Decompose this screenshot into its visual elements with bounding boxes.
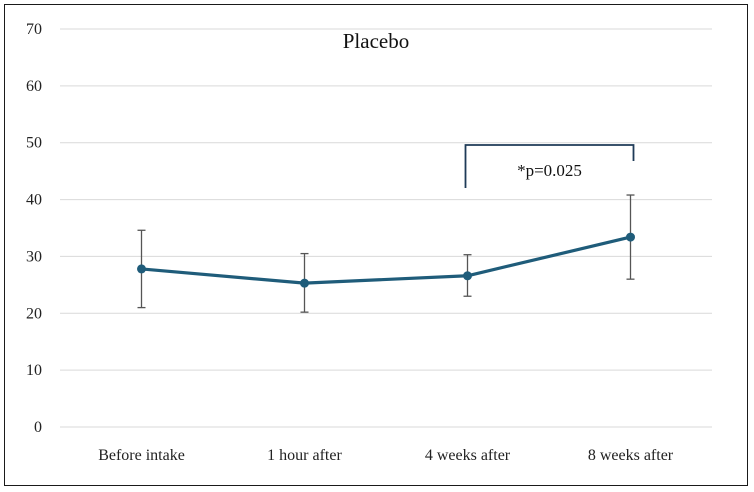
y-tick-label: 70 — [26, 21, 42, 38]
y-tick-label: 0 — [34, 419, 42, 436]
bracket-line — [464, 144, 635, 188]
data-point — [626, 232, 635, 242]
data-point — [137, 264, 146, 274]
y-tick-label: 20 — [26, 305, 42, 322]
y-tick-labels: 0 10 20 30 40 50 60 70 — [26, 21, 42, 436]
series-line-path — [139, 235, 633, 285]
x-tick-label: 4 weeks after — [425, 447, 511, 464]
p-value-label: *p=0.025 — [517, 161, 582, 180]
gridlines — [60, 28, 712, 428]
chart-title: Placebo — [343, 29, 409, 53]
y-tick-label: 50 — [26, 135, 42, 152]
y-tick-label: 40 — [26, 192, 42, 209]
x-tick-label: Before intake — [98, 447, 185, 464]
x-tick-label: 8 weeks after — [588, 447, 674, 464]
data-point — [463, 271, 472, 281]
data-point — [300, 278, 309, 288]
y-tick-label: 30 — [26, 248, 42, 265]
significance-bracket: *p=0.025 — [464, 144, 635, 188]
y-tick-label: 10 — [26, 362, 42, 379]
chart-frame — [4, 4, 748, 486]
series-line — [139, 235, 633, 285]
y-tick-label: 60 — [26, 78, 42, 95]
x-tick-label: 1 hour after — [267, 447, 342, 464]
data-points — [137, 232, 635, 288]
x-tick-labels: Before intake 1 hour after 4 weeks after 8 … — [98, 447, 674, 464]
